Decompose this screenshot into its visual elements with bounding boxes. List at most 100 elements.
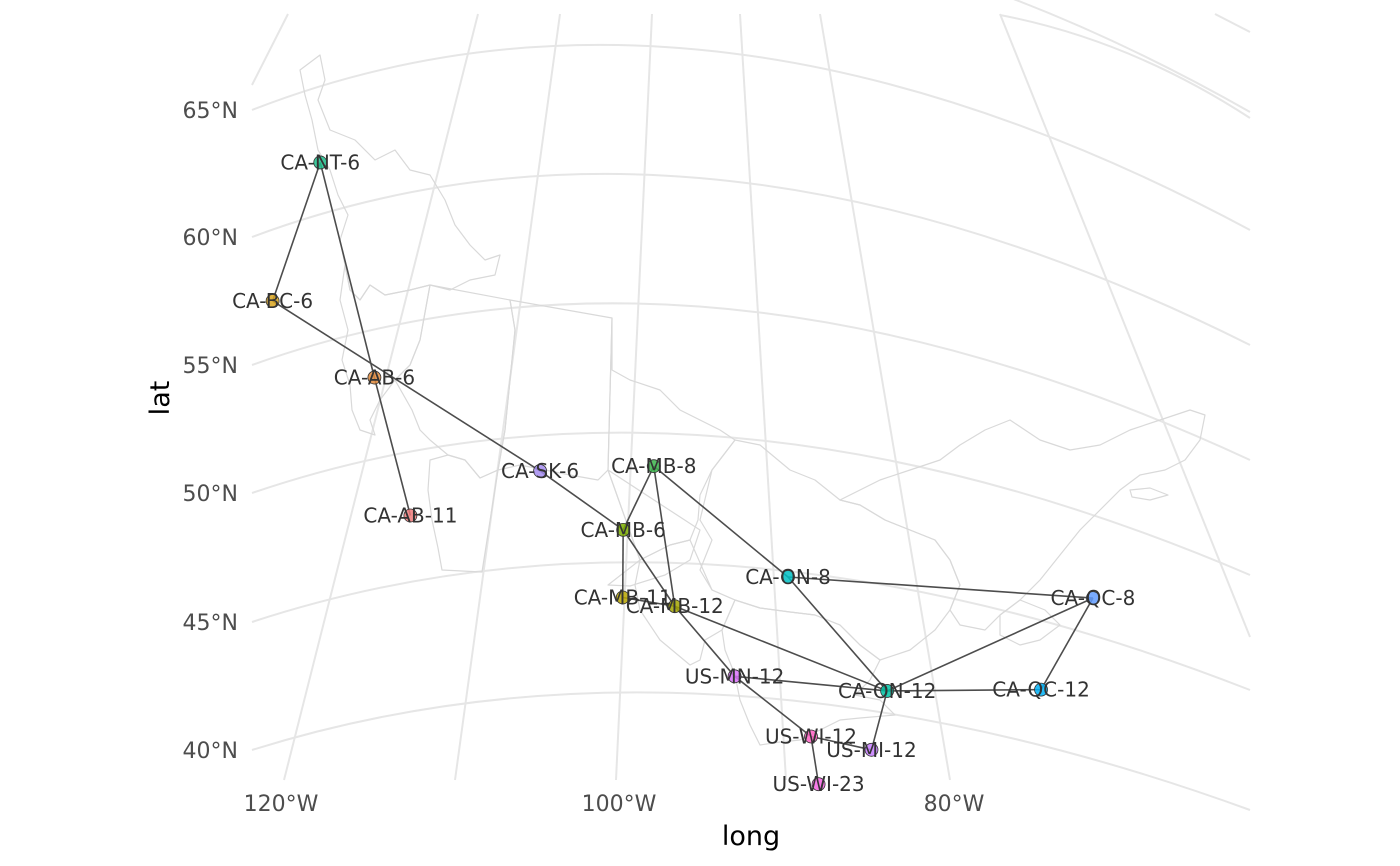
parallel-55n [251, 302, 1251, 461]
x-tick-label: 100°W [582, 792, 657, 817]
node-label: CA-QC-8 [1051, 586, 1136, 610]
network-edge [622, 529, 676, 607]
network-node [646, 459, 661, 474]
meridian-90w [739, 13, 787, 781]
network-edge [622, 465, 655, 531]
node-label: US-MI-12 [826, 738, 916, 762]
boundary-maritimes [999, 599, 1061, 646]
network-node [616, 522, 631, 537]
node-label: US-WI-12 [765, 724, 857, 748]
network-node [804, 729, 818, 744]
y-axis-ticks: 40°N 45°N 50°N 55°N 60°N 65°N [183, 99, 238, 764]
node-label: CA-AB-11 [363, 504, 457, 528]
network-labels: CA-NT-6 CA-BC-6 CA-AB-6 CA-AB-11 CA-SK-6 CA-M… [232, 150, 1135, 796]
network-edge [787, 576, 1093, 599]
network-node [811, 777, 826, 792]
node-label: US-MN-12 [685, 664, 784, 688]
network-node [615, 590, 630, 605]
node-label: CA-BC-6 [232, 289, 313, 313]
node-label: CA-ON-8 [745, 565, 831, 589]
parallel-75n [999, 14, 1251, 119]
x-tick-label: 120°W [244, 792, 319, 817]
node-label: CA-MB-12 [626, 594, 724, 618]
network-edge [1040, 597, 1094, 691]
node-label: CA-AB-6 [334, 366, 415, 390]
parallel-45n [251, 561, 1251, 691]
node-label: CA-MB-6 [580, 518, 665, 542]
boundary-bc [339, 264, 431, 436]
network-node [265, 294, 280, 308]
y-tick-label: 45°N [183, 611, 238, 636]
network-edge [653, 465, 789, 578]
parallel-50n [251, 431, 1251, 576]
boundary-ab-south [427, 454, 499, 573]
meridian-70w [999, 13, 1251, 638]
node-label: CA-NT-6 [280, 150, 360, 174]
parallel-60n [251, 172, 1251, 346]
meridian-100w [615, 13, 653, 781]
node-label: CA-MB-11 [574, 585, 672, 609]
network-edge [674, 605, 736, 677]
network-node [533, 464, 547, 478]
node-label: CA-MB-8 [611, 454, 696, 478]
boundary-mn [634, 539, 736, 666]
y-tick-label: 60°N [183, 226, 238, 251]
node-label: CA-ON-12 [838, 679, 936, 703]
parallel-70n [1013, 0, 1251, 113]
y-tick-label: 40°N [183, 739, 238, 764]
network-edge [810, 736, 820, 785]
x-tick-label: 80°W [924, 792, 985, 817]
network-edge [319, 162, 376, 378]
network-edge [622, 596, 675, 608]
node-label: US-WI-23 [773, 772, 865, 796]
network-edge [734, 675, 812, 738]
network-edge [886, 597, 1094, 692]
network-node [667, 599, 682, 614]
meridian-80w [819, 13, 951, 781]
network-node [727, 669, 742, 684]
meridian-left-edge [251, 13, 289, 86]
y-tick-label: 55°N [183, 354, 238, 379]
network-edge [271, 162, 322, 302]
boundary-sk [497, 299, 613, 481]
graticule [251, 0, 1251, 811]
network-node [880, 684, 895, 698]
network-edges [271, 162, 1094, 785]
network-node [864, 742, 879, 757]
y-axis-title: lat [145, 381, 176, 416]
network-node [367, 370, 382, 385]
parallel-65n [251, 43, 1251, 231]
x-axis-title: long [722, 821, 780, 852]
y-tick-label: 65°N [183, 99, 238, 124]
boundary-nt [299, 54, 501, 301]
boundary-on [699, 439, 961, 661]
network-node [403, 508, 418, 523]
node-label: CA-QC-12 [992, 678, 1090, 702]
network-edge [539, 470, 624, 531]
network-edge [734, 675, 888, 692]
network-edge [810, 735, 872, 751]
network-node [781, 570, 795, 584]
network-edge [674, 605, 888, 692]
network-edge [787, 576, 888, 692]
meridian-120w [283, 13, 479, 781]
network-edge [373, 377, 412, 516]
network-node [1086, 591, 1100, 605]
network-edge [652, 466, 676, 607]
boundary-qc [839, 409, 1206, 631]
network-edge [272, 300, 541, 472]
network-nodes [265, 155, 1100, 792]
network-edge [870, 690, 888, 751]
x-axis-ticks: 120°W 100°W 80°W [244, 792, 985, 817]
network-edge [887, 688, 1042, 692]
meridian-60w [1214, 13, 1251, 33]
boundary-mb-lower [607, 469, 701, 587]
y-tick-label: 50°N [183, 482, 238, 507]
meridian-110w [454, 13, 561, 781]
region-boundaries [299, 54, 1206, 746]
boundary-wi-mi [721, 599, 896, 746]
parallel-40n [251, 691, 1251, 811]
network-node [313, 155, 328, 170]
node-label: CA-SK-6 [501, 459, 579, 483]
